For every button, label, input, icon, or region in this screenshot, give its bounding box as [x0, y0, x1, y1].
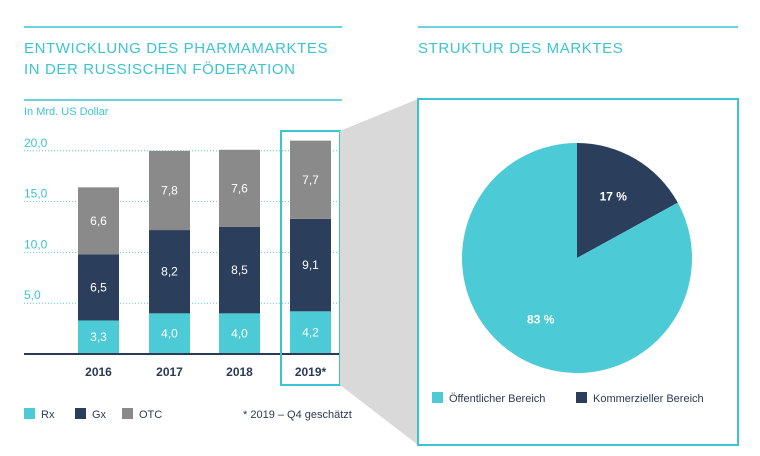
bar-segment-gx — [149, 230, 190, 314]
y-tick-label: 5,0 — [24, 288, 41, 302]
bar-value-label: 7,8 — [161, 183, 178, 197]
bar-value-label: 7,6 — [231, 181, 248, 195]
pie-chart: 17 % 83 % — [461, 143, 693, 374]
bar-segment-rx — [149, 313, 190, 354]
bar-value-label: 4,0 — [231, 327, 248, 341]
bar-segment-gx — [219, 227, 260, 314]
legend-swatch-otc — [122, 408, 133, 419]
bar-segment-otc — [149, 150, 190, 231]
pie-legend-swatch — [432, 392, 443, 403]
y-tick-label: 20,0 — [24, 136, 48, 150]
x-category-label: 2018 — [226, 365, 253, 379]
pie-legend-swatch — [576, 392, 587, 403]
legend-label: Gx — [92, 409, 107, 421]
x-category-label: 2017 — [156, 365, 183, 379]
bar-segment-otc — [290, 140, 331, 219]
bar-segment-rx — [290, 311, 331, 354]
x-axis-categories: 2016 2017 2018 2019* — [85, 365, 326, 379]
pie-slice-kommerziell — [577, 143, 678, 258]
pie-chart-title: STRUKTUR DES MARKTES — [418, 40, 623, 57]
bar-value-label: 6,5 — [90, 280, 107, 294]
x-category-label: 2019* — [295, 365, 327, 379]
bar-segment-otc — [78, 187, 119, 255]
bar-segment-rx — [78, 320, 119, 354]
legend-label: Rx — [41, 409, 55, 421]
bar-value-label: 3,3 — [90, 330, 107, 344]
bar-value-label: 6,6 — [90, 214, 107, 228]
stacked-bars: 3,3 6,5 6,6 4,0 8,2 7,8 4,0 8,5 7,6 4,2 9,1 7,7 — [78, 140, 331, 354]
bar-value-label: 8,5 — [231, 263, 248, 277]
legend-label: OTC — [139, 409, 162, 421]
unit-label: In Mrd. US Dollar — [24, 106, 109, 118]
pie-legend: Öffentlicher Bereich Kommerzieller Bereic… — [432, 392, 704, 405]
y-tick-label: 15,0 — [24, 187, 48, 201]
pie-slice-label: 17 % — [600, 190, 628, 204]
bar-chart-title-line-1: ENTWICKLUNG DES PHARMAMARKTES — [24, 40, 328, 57]
bar-segment-otc — [219, 149, 260, 227]
bar-segment-gx — [78, 254, 119, 321]
bar-segment-gx — [290, 218, 331, 312]
bar-chart-title-line-2: IN DER RUSSISCHEN FÖDERATION — [24, 60, 296, 78]
zoom-connector — [340, 99, 418, 445]
pie-slice-oeffentlich — [461, 143, 693, 374]
legend-swatch-rx — [24, 408, 35, 419]
bar-value-label: 9,1 — [302, 258, 319, 272]
bar-value-label: 7,7 — [302, 173, 319, 187]
pie-slice-label: 83 % — [527, 312, 555, 326]
bar-segment-rx — [219, 313, 260, 354]
bar-value-label: 8,2 — [161, 265, 178, 279]
legend-swatch-gx — [75, 408, 86, 419]
bar-legend: Rx Gx OTC — [24, 408, 162, 421]
bar-value-label: 4,2 — [302, 326, 319, 340]
pie-legend-label: Kommerzieller Bereich — [593, 393, 704, 405]
pie-legend-label: Öffentlicher Bereich — [449, 393, 545, 405]
y-tick-label: 10,0 — [24, 237, 48, 251]
bar-value-label: 4,0 — [161, 327, 178, 341]
x-category-label: 2016 — [85, 365, 112, 379]
footnote: * 2019 – Q4 geschätzt — [243, 409, 352, 421]
